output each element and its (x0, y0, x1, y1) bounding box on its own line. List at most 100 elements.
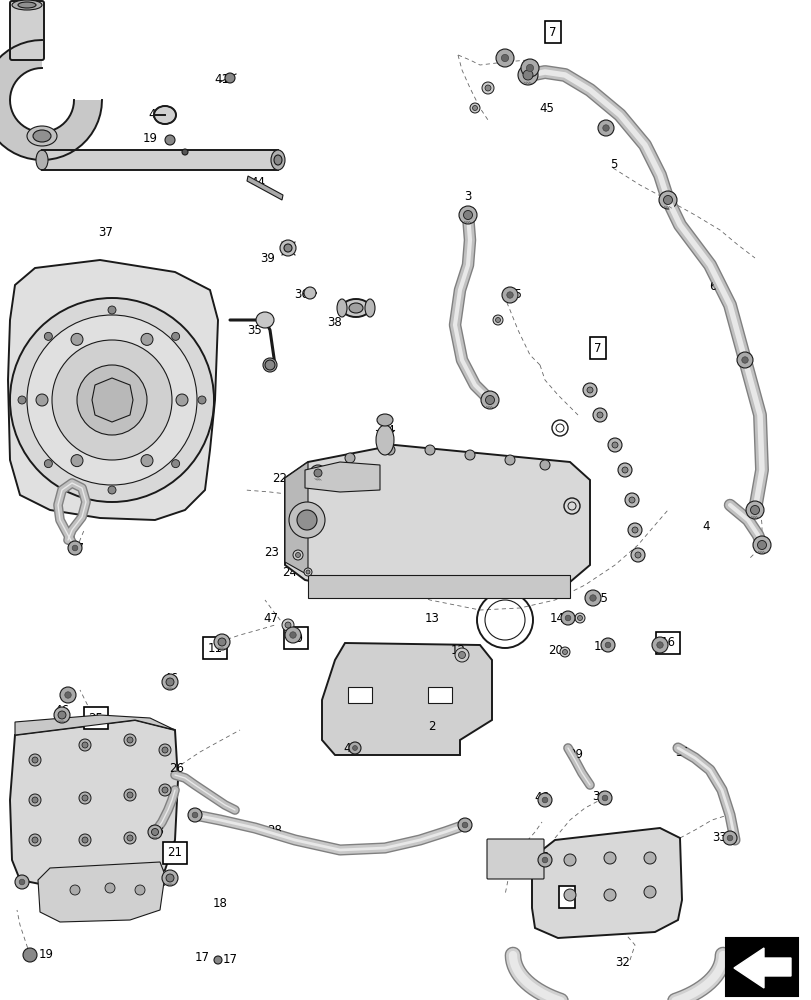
Circle shape (492, 315, 502, 325)
Circle shape (182, 149, 188, 155)
Text: 39: 39 (260, 252, 275, 265)
Text: 46: 46 (163, 672, 178, 686)
Circle shape (597, 120, 613, 136)
Ellipse shape (36, 150, 48, 170)
Circle shape (539, 460, 549, 470)
Circle shape (225, 73, 234, 83)
Circle shape (285, 622, 290, 628)
Text: 33: 33 (712, 831, 727, 844)
Polygon shape (285, 462, 307, 575)
Circle shape (141, 455, 152, 467)
Circle shape (293, 550, 303, 560)
Circle shape (32, 757, 38, 763)
Circle shape (162, 787, 168, 793)
Text: 2: 2 (427, 720, 436, 734)
Text: 18: 18 (212, 897, 227, 910)
Text: 15: 15 (593, 640, 607, 652)
Text: 3: 3 (464, 190, 471, 202)
Circle shape (290, 632, 296, 638)
Circle shape (461, 822, 467, 828)
Circle shape (480, 391, 499, 409)
Ellipse shape (33, 130, 51, 142)
Circle shape (627, 523, 642, 537)
Polygon shape (38, 862, 165, 922)
Polygon shape (307, 575, 569, 598)
Circle shape (564, 615, 570, 621)
Bar (725, 938, 797, 996)
Text: 41: 41 (214, 73, 230, 86)
Text: 22: 22 (272, 473, 287, 486)
Text: 28: 28 (268, 824, 282, 837)
Circle shape (295, 552, 300, 558)
Circle shape (584, 590, 600, 606)
Circle shape (586, 387, 592, 393)
Text: 1: 1 (344, 486, 351, 498)
Circle shape (45, 332, 52, 340)
Circle shape (630, 548, 644, 562)
Circle shape (281, 619, 294, 631)
Text: 30: 30 (592, 790, 607, 803)
Circle shape (506, 292, 513, 298)
Circle shape (621, 467, 627, 473)
Polygon shape (92, 378, 133, 422)
Circle shape (500, 54, 508, 62)
Circle shape (495, 318, 500, 322)
Circle shape (105, 883, 115, 893)
Circle shape (582, 383, 596, 397)
Circle shape (592, 408, 607, 422)
Circle shape (124, 789, 135, 801)
Text: 13: 13 (424, 611, 439, 624)
Circle shape (58, 711, 66, 719)
Circle shape (10, 298, 214, 502)
Circle shape (165, 874, 174, 882)
Polygon shape (10, 720, 178, 888)
Circle shape (71, 455, 83, 467)
Ellipse shape (263, 358, 277, 372)
Text: 45: 45 (539, 102, 554, 115)
Ellipse shape (18, 2, 36, 8)
Circle shape (79, 834, 91, 846)
Polygon shape (8, 260, 217, 520)
Circle shape (727, 835, 732, 841)
Text: 17: 17 (222, 953, 237, 966)
Circle shape (297, 510, 316, 530)
Circle shape (60, 687, 76, 703)
Circle shape (643, 886, 655, 898)
Text: 45: 45 (507, 288, 521, 300)
Text: 24: 24 (282, 566, 297, 580)
Circle shape (171, 332, 179, 340)
Text: 17: 17 (195, 951, 209, 964)
Circle shape (757, 540, 766, 550)
Circle shape (560, 647, 569, 657)
Circle shape (631, 527, 637, 533)
Circle shape (501, 287, 517, 303)
Circle shape (79, 739, 91, 751)
Polygon shape (322, 643, 491, 755)
Circle shape (27, 315, 197, 485)
Circle shape (127, 792, 133, 798)
Circle shape (162, 870, 178, 886)
Circle shape (15, 875, 29, 889)
Text: 19: 19 (142, 132, 157, 145)
Text: 20: 20 (548, 645, 563, 658)
Circle shape (564, 854, 575, 866)
Circle shape (745, 501, 763, 519)
Circle shape (108, 486, 116, 494)
Circle shape (749, 506, 758, 514)
Circle shape (29, 754, 41, 766)
Ellipse shape (375, 425, 393, 455)
Circle shape (538, 793, 551, 807)
Circle shape (18, 396, 26, 404)
Circle shape (345, 453, 354, 463)
Circle shape (424, 445, 435, 455)
Circle shape (542, 857, 547, 863)
Text: 29: 29 (568, 748, 583, 760)
Text: 47: 47 (264, 612, 278, 626)
Circle shape (504, 455, 514, 465)
Circle shape (485, 395, 494, 404)
Circle shape (23, 948, 37, 962)
Circle shape (659, 191, 676, 209)
Circle shape (482, 82, 493, 94)
Text: 31: 31 (675, 746, 689, 760)
Circle shape (127, 737, 133, 743)
